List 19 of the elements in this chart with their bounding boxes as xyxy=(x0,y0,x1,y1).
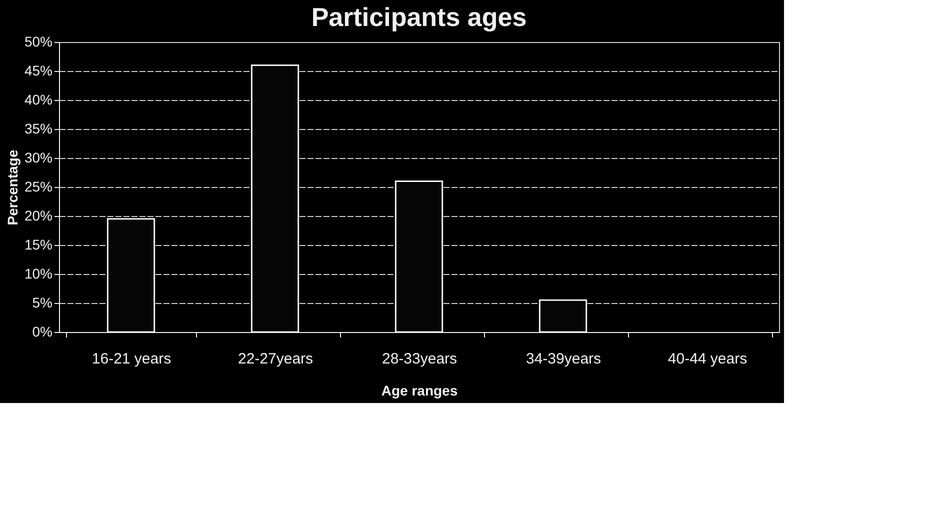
chart-title: Participants ages xyxy=(311,2,527,32)
y-tick-label: 5% xyxy=(32,294,52,310)
y-tick-label: 20% xyxy=(24,208,52,224)
x-axis-title: Age ranges xyxy=(381,382,458,398)
y-tick-label: 15% xyxy=(24,236,52,252)
x-tick-label: 40-44 years xyxy=(668,350,748,368)
y-tick-label: 35% xyxy=(24,120,52,136)
y-tick-label: 45% xyxy=(24,62,52,78)
x-tick-label: 16-21 years xyxy=(92,350,172,368)
y-tick-label: 50% xyxy=(24,34,52,50)
x-tick-label: 28-33years xyxy=(382,350,458,368)
x-tick-label: 22-27years xyxy=(238,350,314,368)
y-tick-label: 30% xyxy=(24,150,52,166)
y-tick-label: 25% xyxy=(24,178,52,194)
y-axis-title: Percentage xyxy=(4,150,20,226)
x-tick-label: 34-39years xyxy=(526,350,602,368)
y-tick-label: 0% xyxy=(32,324,52,340)
y-tick-label: 10% xyxy=(24,266,52,282)
y-tick-label: 40% xyxy=(24,92,52,108)
